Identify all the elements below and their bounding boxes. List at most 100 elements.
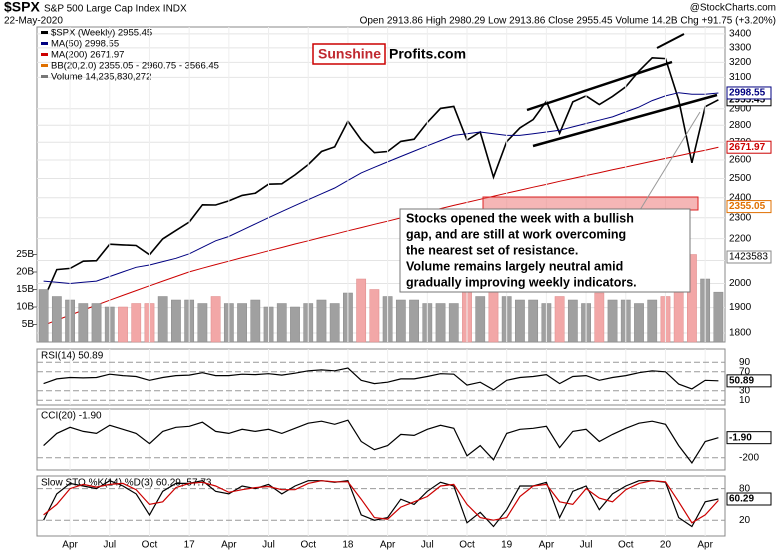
volume-bar bbox=[290, 306, 300, 343]
x-tick-label: Oct bbox=[459, 540, 475, 551]
last-value-label: 2355.05 bbox=[729, 201, 766, 212]
price-line bbox=[42, 56, 719, 301]
y2-tick-label: 20B bbox=[16, 267, 34, 278]
y-tick-label: 80 bbox=[739, 483, 751, 494]
volume-bar bbox=[634, 303, 644, 343]
y-tick-label: 2400 bbox=[729, 192, 752, 203]
last-value-box bbox=[726, 492, 772, 506]
last-value-label: 2998.55 bbox=[729, 88, 766, 99]
credit: @StockCharts.com bbox=[690, 3, 776, 14]
x-tick-label: Jul bbox=[421, 540, 434, 551]
annotation-line: the nearest set of resistance. bbox=[406, 243, 578, 257]
volume-bar bbox=[171, 299, 181, 343]
volume-bar bbox=[38, 289, 49, 343]
x-tick-label: Apr bbox=[221, 540, 237, 551]
trendline bbox=[656, 33, 685, 49]
annotation-box bbox=[399, 208, 691, 293]
volume-bar bbox=[515, 299, 525, 343]
y-tick-label: 2800 bbox=[729, 120, 752, 131]
x-tick-label: Apr bbox=[62, 540, 78, 551]
y-tick-label: 1900 bbox=[729, 302, 752, 313]
last-value-label: -1.90 bbox=[729, 432, 752, 443]
y-tick-label: 30 bbox=[739, 385, 751, 396]
y-tick-label: 2500 bbox=[729, 173, 752, 184]
indicator-line bbox=[43, 367, 719, 391]
volume-bar bbox=[528, 299, 539, 343]
x-tick-label: Apr bbox=[697, 540, 713, 551]
volume-bar bbox=[475, 296, 486, 343]
volume-bar bbox=[51, 296, 62, 343]
volume-bar bbox=[197, 303, 208, 343]
last-value-box bbox=[726, 374, 772, 388]
volume-bar bbox=[250, 299, 261, 343]
y2-tick-label: 5B bbox=[22, 319, 35, 330]
x-tick-label: Oct bbox=[300, 540, 316, 551]
legend-entry: BB(20,2.0) 2355.05 - 2960.75 - 3566.45 bbox=[51, 61, 219, 72]
y-tick-label: 1800 bbox=[729, 328, 752, 339]
y2-tick-label: 15B bbox=[16, 284, 34, 295]
y-tick-label: 3200 bbox=[729, 57, 752, 68]
panel-title: RSI(14) 50.89 bbox=[41, 351, 104, 362]
y-tick-label: 3400 bbox=[729, 29, 752, 40]
panel-title: CCI(20) -1.90 bbox=[41, 411, 102, 422]
volume-bar bbox=[276, 303, 287, 343]
last-value-label: 2671.97 bbox=[729, 142, 766, 153]
y-tick-label: 20 bbox=[739, 515, 751, 526]
rsi-panel bbox=[36, 348, 726, 406]
volume-bar bbox=[78, 303, 89, 343]
volume-bar bbox=[210, 296, 221, 343]
volume-bar bbox=[237, 303, 247, 343]
volume-bar bbox=[329, 303, 340, 343]
legend-swatch bbox=[41, 42, 48, 45]
x-tick-label: 18 bbox=[342, 540, 354, 551]
trendline bbox=[532, 93, 718, 148]
legend-swatch bbox=[41, 64, 48, 67]
volume-bar bbox=[409, 299, 419, 343]
volume-bar bbox=[687, 254, 697, 343]
volume-bar bbox=[395, 299, 406, 343]
legend-swatch bbox=[41, 53, 48, 56]
legend-swatch bbox=[41, 75, 48, 78]
volume-bar bbox=[131, 303, 142, 343]
indicator-line bbox=[43, 419, 719, 464]
index-name: S&P 500 Large Cap Index INDX bbox=[44, 4, 187, 15]
indicator-line bbox=[43, 480, 719, 524]
x-tick-label: Jul bbox=[580, 540, 593, 551]
volume-bar bbox=[594, 292, 605, 343]
date: 22-May-2020 bbox=[4, 16, 63, 27]
x-tick-label: Jul bbox=[262, 540, 275, 551]
x-tick-label: Oct bbox=[618, 540, 634, 551]
legend-swatch bbox=[41, 31, 48, 34]
y2-tick-label: 10B bbox=[16, 302, 34, 313]
volume-bar bbox=[435, 303, 446, 343]
y2-tick-label: 25B bbox=[16, 249, 34, 260]
x-tick-label: Apr bbox=[380, 540, 396, 551]
x-tick-label: Jul bbox=[103, 540, 116, 551]
volume-bar bbox=[567, 299, 578, 343]
x-tick-label: Apr bbox=[539, 540, 555, 551]
volume-bar bbox=[316, 299, 327, 343]
volume-bar bbox=[91, 303, 102, 343]
legend-entry: $SPX (Weekly) 2955.45 bbox=[51, 28, 152, 39]
panel-title: Slow STO %K(14) %D(3) 60.29, 57.73 bbox=[41, 478, 212, 489]
volume-bar bbox=[554, 296, 565, 343]
pointer bbox=[639, 111, 701, 211]
volume-bar bbox=[157, 296, 168, 343]
last-value-box bbox=[726, 86, 772, 100]
y-tick-label: 2200 bbox=[729, 233, 752, 244]
y-tick-label: 70 bbox=[739, 366, 751, 377]
last-value-box bbox=[726, 250, 772, 264]
ma-line bbox=[43, 92, 719, 285]
last-value-label: 60.29 bbox=[729, 494, 754, 505]
last-value-box bbox=[726, 431, 772, 445]
x-tick-label: Oct bbox=[142, 540, 158, 551]
legend-entry: Volume 14,235,830,272 bbox=[51, 72, 151, 83]
symbol: $SPX bbox=[4, 0, 40, 15]
logo-right: Profits.com bbox=[389, 46, 466, 62]
y-tick-label: 2000 bbox=[729, 278, 752, 289]
ma-line bbox=[43, 146, 719, 326]
sto-panel bbox=[36, 475, 726, 537]
x-tick-label: 19 bbox=[501, 540, 513, 551]
last-value-label: 2955.45 bbox=[729, 94, 766, 105]
